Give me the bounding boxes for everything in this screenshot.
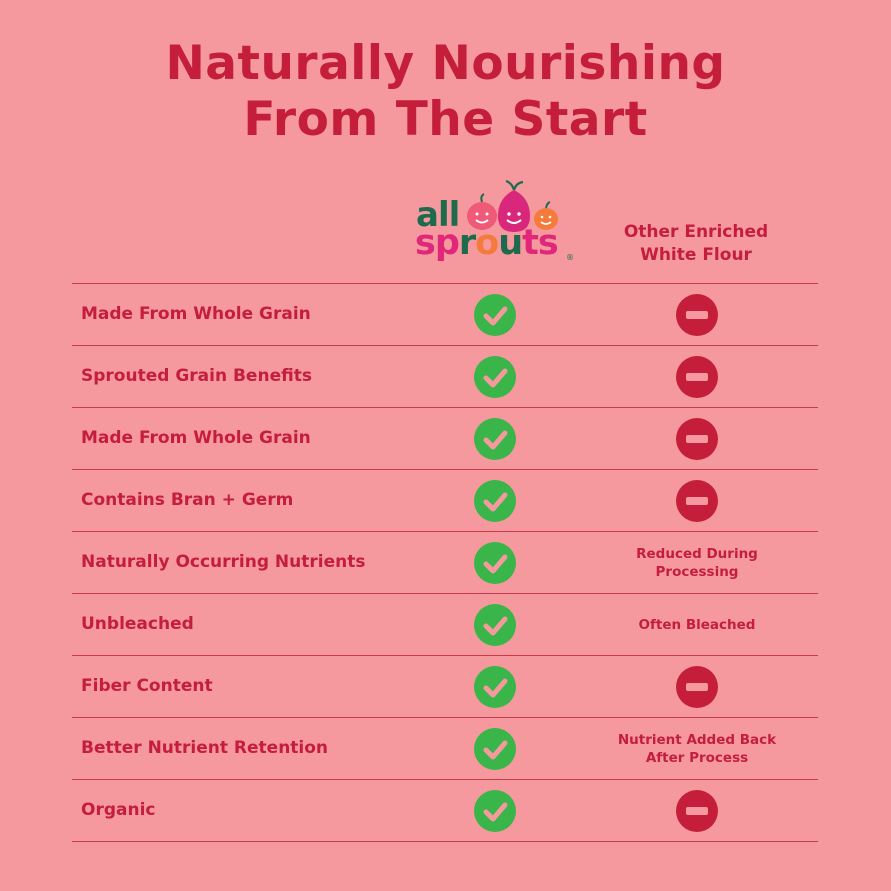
sprouts-characters-icon (467, 179, 558, 232)
minus-icon (676, 790, 718, 832)
table-top-rule (72, 283, 818, 284)
table-row: Fiber Content (72, 656, 818, 718)
minus-icon (676, 480, 718, 522)
comparison-table: Made From Whole Grain Sprouted Grain Bene… (72, 283, 818, 842)
minus-icon (676, 418, 718, 460)
check-icon (474, 418, 516, 460)
logo-word-sprouts: sprouts (415, 223, 559, 263)
registered-mark: ® (566, 253, 574, 262)
check-icon (474, 666, 516, 708)
competitor-note: Reduced During Processing (597, 532, 797, 593)
minus-icon (676, 356, 718, 398)
table-row: Naturally Occurring Nutrients Reduced Dur… (72, 532, 818, 594)
check-icon (474, 790, 516, 832)
row-label: Sprouted Grain Benefits (81, 366, 312, 386)
check-icon (474, 480, 516, 522)
logo-sprouts-letters: sprouts (415, 223, 559, 263)
logo-word-all: all (416, 195, 460, 235)
row-label: Made From Whole Grain (81, 428, 311, 448)
competitor-note-text: Often Bleached (638, 616, 756, 633)
row-label: Organic (81, 800, 156, 820)
all-sprouts-logo: all sprouts ® (412, 176, 580, 272)
minus-icon (676, 666, 718, 708)
competitor-column-header: Other Enriched White Flour (623, 222, 769, 265)
title-line-1: Naturally Nourishing (165, 36, 726, 91)
row-label: Fiber Content (81, 676, 213, 696)
table-row: Contains Bran + Germ (72, 470, 818, 532)
title-line-2: From The Start (243, 92, 648, 147)
check-icon (474, 294, 516, 336)
table-row: Made From Whole Grain (72, 284, 818, 346)
competitor-note-text: Nutrient Added Back After Process (617, 731, 777, 766)
row-label: Made From Whole Grain (81, 304, 311, 324)
row-label: Better Nutrient Retention (81, 738, 329, 758)
competitor-note-text: Reduced During Processing (636, 545, 758, 580)
check-icon (474, 604, 516, 646)
table-row: Unbleached Often Bleached (72, 594, 818, 656)
check-icon (474, 542, 516, 584)
table-row: Better Nutrient Retention Nutrient Added … (72, 718, 818, 780)
competitor-note: Often Bleached (597, 594, 797, 655)
check-icon (474, 356, 516, 398)
row-label: Contains Bran + Germ (81, 490, 294, 510)
minus-icon (676, 294, 718, 336)
table-row: Made From Whole Grain (72, 408, 818, 470)
row-label: Unbleached (81, 614, 194, 634)
check-icon (474, 728, 516, 770)
table-row: Organic (72, 780, 818, 842)
competitor-note: Nutrient Added Back After Process (597, 718, 797, 779)
table-row: Sprouted Grain Benefits (72, 346, 818, 408)
row-label: Naturally Occurring Nutrients (81, 552, 366, 572)
page-title: Naturally Nourishing From The Start (0, 36, 891, 148)
